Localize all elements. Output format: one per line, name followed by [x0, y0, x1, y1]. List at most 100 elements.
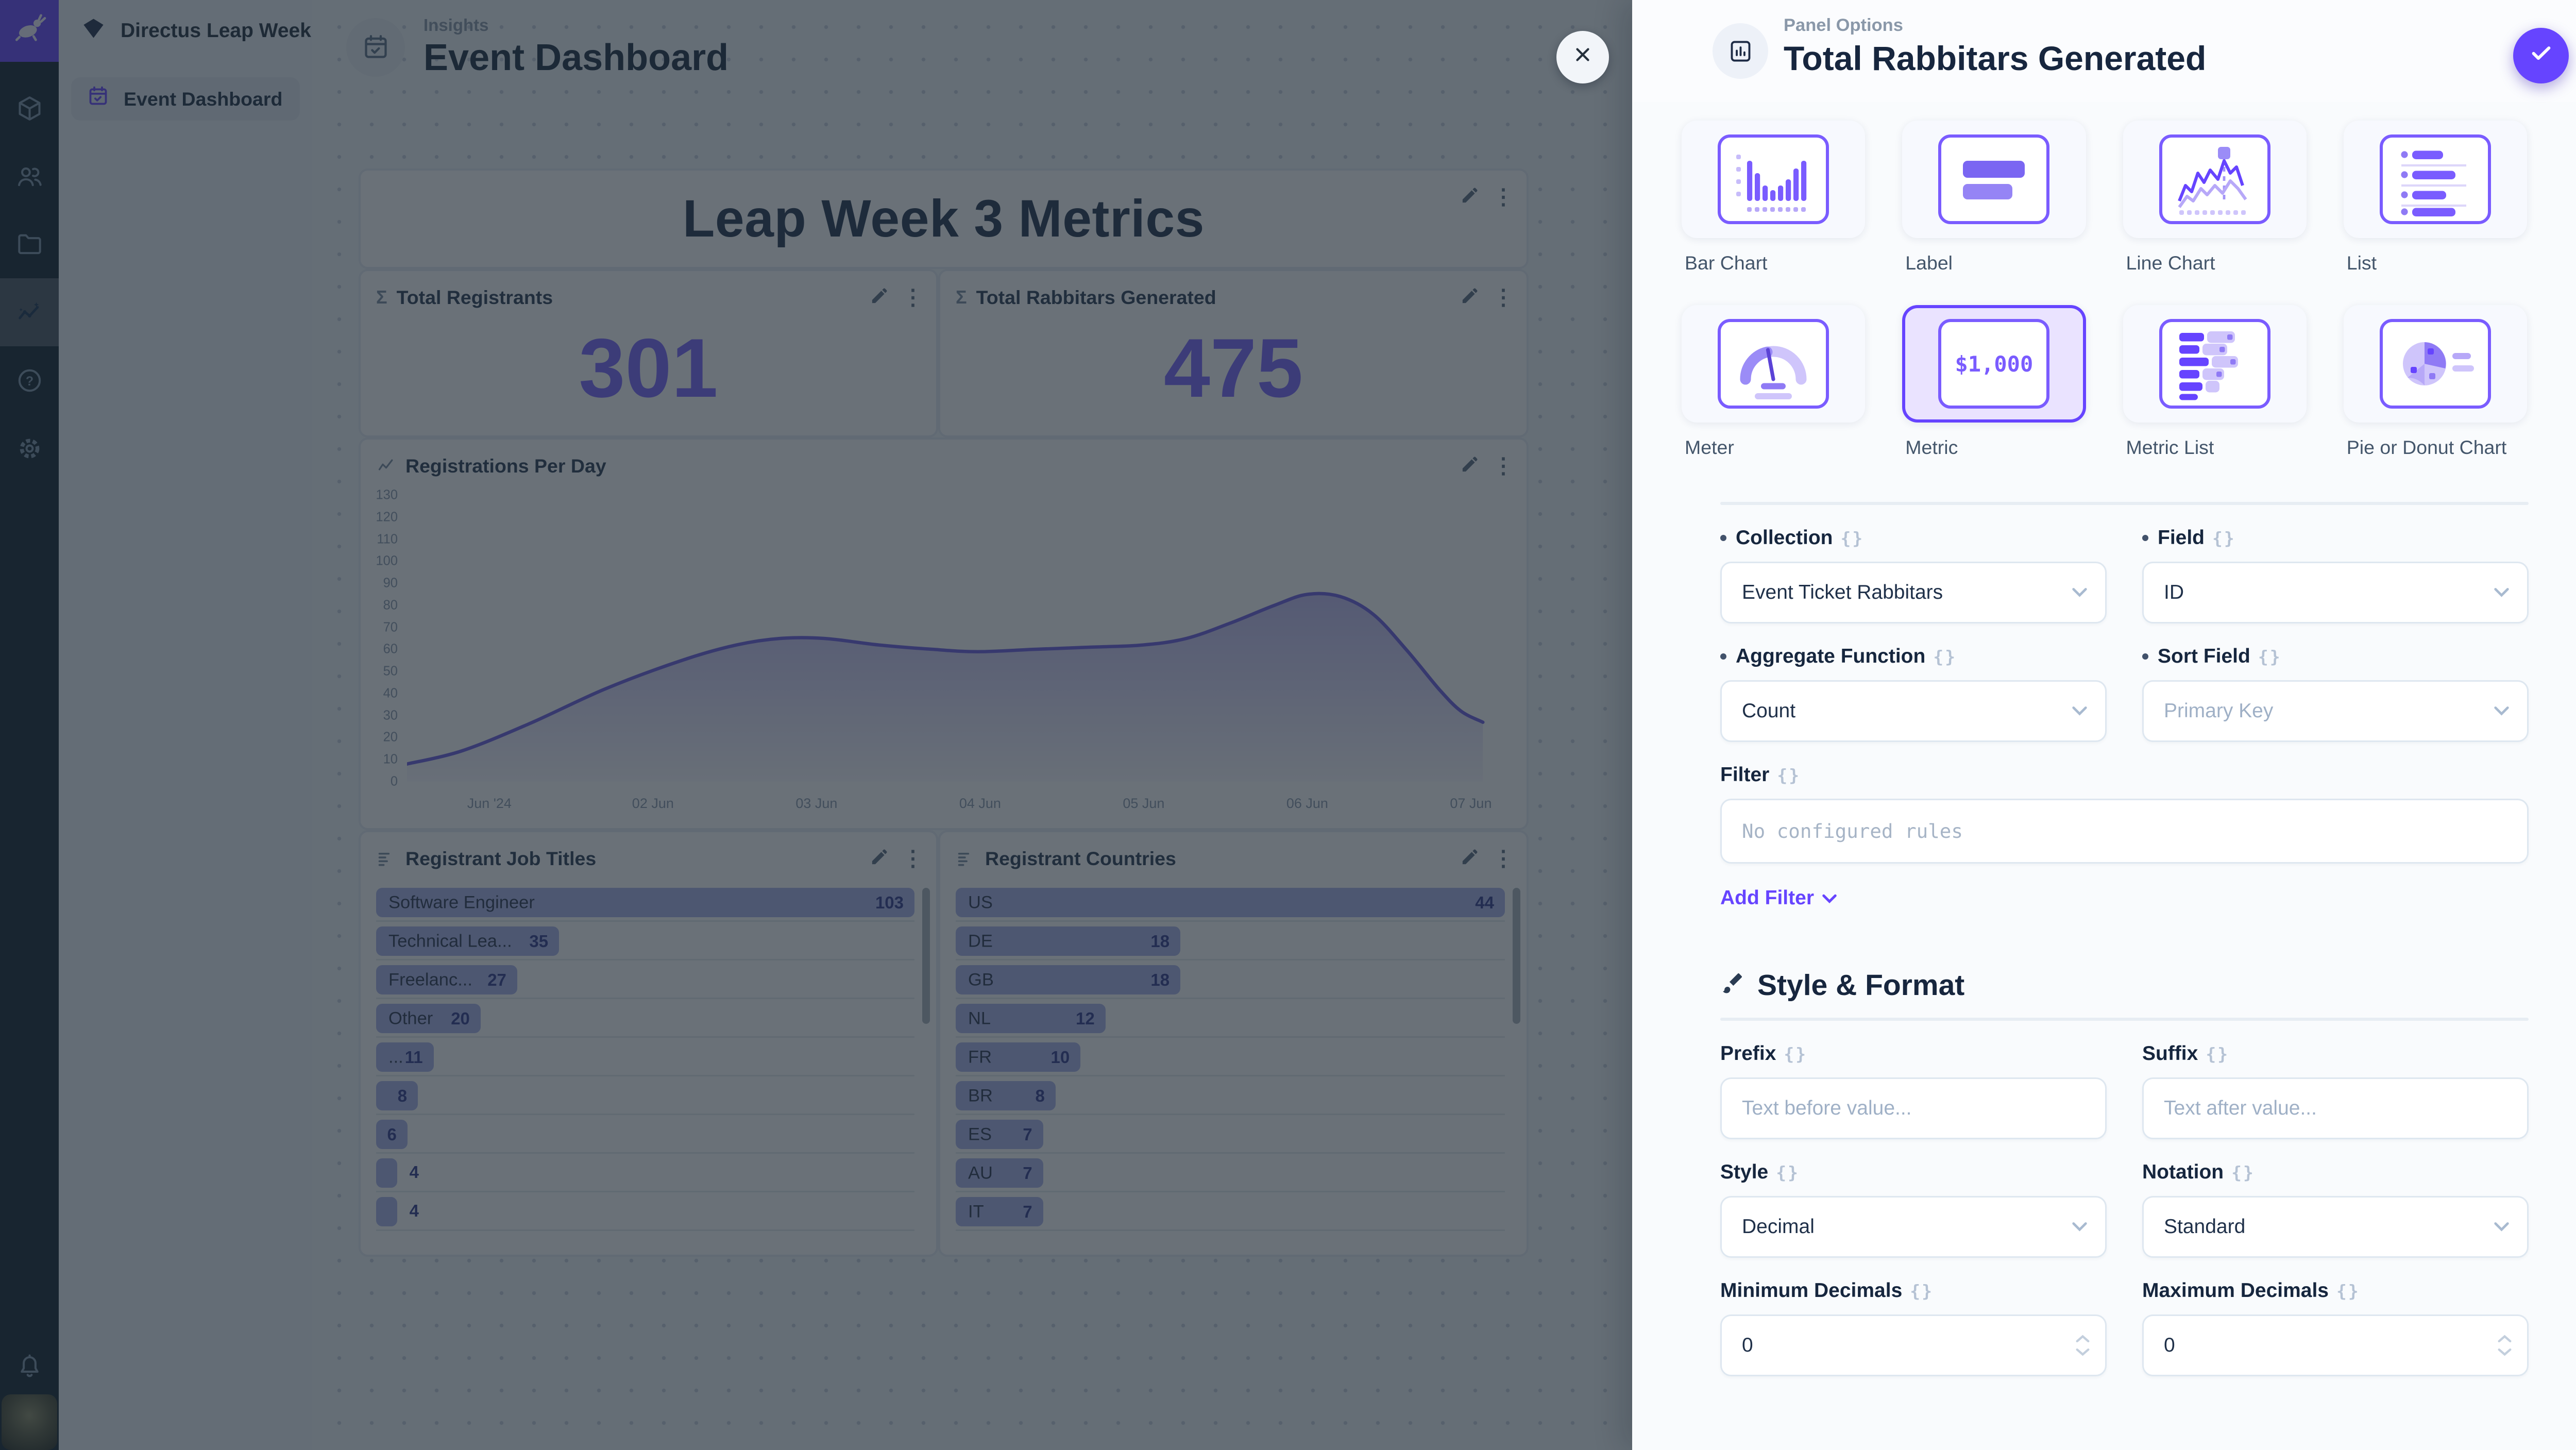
aggregate-function-label: Aggregate Function{} — [1720, 645, 2107, 668]
panel-options-form: Collection{} Event Ticket Rabbitars Fiel… — [1632, 502, 2576, 1376]
check-icon — [2528, 40, 2554, 72]
notation-value: Standard — [2164, 1216, 2246, 1238]
panel-type-metric-selected[interactable]: $1,000 — [1902, 305, 2086, 423]
notation-select[interactable]: Standard — [2142, 1196, 2529, 1258]
style-value: Decimal — [1742, 1216, 1815, 1238]
min-decimals-label: Minimum Decimals{} — [1720, 1279, 1934, 1302]
panel-type-label: Metric List — [2126, 436, 2214, 458]
aggregate-function-select[interactable]: Count — [1720, 680, 2107, 742]
sort-field-label: Sort Field{} — [2142, 645, 2529, 668]
panel-type-label: List — [2346, 252, 2377, 274]
max-decimals-input[interactable] — [2164, 1334, 2481, 1357]
drawer-header: Panel Options Total Rabbitars Generated — [1632, 0, 2576, 102]
style-format-heading: Style & Format — [1720, 968, 2529, 1002]
required-dot — [2142, 653, 2148, 660]
chevron-down-icon — [2071, 706, 2088, 717]
panel-type-label: Metric — [1905, 436, 1958, 458]
panel-type-label: Line Chart — [2126, 252, 2215, 274]
raw-value-icon[interactable]: {} — [2231, 1162, 2255, 1183]
chevron-down-icon — [2493, 1222, 2510, 1233]
panel-type-list[interactable] — [2343, 121, 2527, 238]
max-decimals-label: Maximum Decimals{} — [2142, 1279, 2360, 1302]
metric-list-tile-icon — [2159, 319, 2270, 409]
min-decimals-input[interactable] — [1742, 1334, 2059, 1357]
metric-tile-icon: $1,000 — [1938, 319, 2050, 409]
bar-chart-tile-icon — [1718, 134, 1829, 224]
required-dot — [2142, 535, 2148, 541]
drawer-title: Total Rabbitars Generated — [1784, 39, 2207, 77]
panel-type-meter[interactable] — [1682, 305, 1866, 423]
close-drawer-button[interactable] — [1556, 31, 1609, 83]
raw-value-icon[interactable]: {} — [2336, 1280, 2360, 1301]
panel-options-drawer: Panel Options Total Rabbitars Generated … — [1632, 0, 2576, 1450]
suffix-input-wrap — [2142, 1077, 2529, 1139]
panel-type-grid: Bar Chart Label Line Chart List — [1682, 121, 2527, 490]
raw-value-icon[interactable]: {} — [1776, 1162, 1800, 1183]
drawer-kicker: Panel Options — [1784, 15, 1903, 35]
filter-empty-text: No configured rules — [1742, 820, 1963, 842]
pie-tile-icon — [2379, 319, 2491, 409]
required-dot — [1720, 653, 1726, 660]
notation-label: Notation{} — [2142, 1161, 2255, 1183]
save-button[interactable] — [2513, 28, 2569, 83]
aggregate-value: Count — [1742, 700, 1796, 722]
drawer-backdrop[interactable] — [0, 0, 1632, 1450]
prefix-input[interactable] — [1742, 1097, 2059, 1120]
raw-value-icon[interactable]: {} — [1910, 1280, 1934, 1301]
chevron-down-icon — [2493, 587, 2510, 598]
close-icon — [1572, 43, 1594, 72]
raw-value-icon[interactable]: {} — [1777, 765, 1801, 785]
panel-type-label: Meter — [1685, 436, 1734, 458]
divider — [1720, 1018, 2529, 1021]
raw-value-icon[interactable]: {} — [1933, 646, 1957, 667]
collection-select[interactable]: Event Ticket Rabbitars — [1720, 562, 2107, 623]
label-tile-icon — [1938, 134, 2050, 224]
field-value: ID — [2164, 581, 2184, 603]
style-label: Style{} — [1720, 1161, 1800, 1183]
style-select[interactable]: Decimal — [1720, 1196, 2107, 1258]
panel-type-label: Pie or Donut Chart — [2346, 436, 2507, 458]
panel-type-label: Bar Chart — [1685, 252, 1768, 274]
raw-value-icon[interactable]: {} — [1840, 528, 1865, 548]
sort-field-placeholder: Primary Key — [2164, 700, 2274, 722]
prefix-input-wrap — [1720, 1077, 2107, 1139]
required-dot — [1720, 535, 1726, 541]
divider — [1720, 502, 2529, 505]
min-decimals-input-wrap — [1720, 1314, 2107, 1376]
line-chart-tile-icon — [2159, 134, 2270, 224]
panel-type-icon-chip — [1713, 23, 1768, 79]
paintbrush-icon — [1720, 968, 1745, 1002]
panel-type-line-chart[interactable] — [2123, 121, 2307, 238]
raw-value-icon[interactable]: {} — [2212, 528, 2236, 548]
filter-rules-box[interactable]: No configured rules — [1720, 799, 2529, 864]
number-stepper[interactable] — [2498, 1334, 2512, 1357]
add-filter-button[interactable]: Add Filter — [1720, 887, 1837, 909]
filter-label: Filter{} — [1720, 764, 1801, 786]
suffix-input[interactable] — [2164, 1097, 2481, 1120]
panel-type-metric-list[interactable] — [2123, 305, 2307, 423]
panel-type-label: Label — [1905, 252, 1953, 274]
list-tile-icon — [2379, 134, 2491, 224]
prefix-label: Prefix{} — [1720, 1042, 1808, 1065]
raw-value-icon[interactable]: {} — [2258, 646, 2282, 667]
collection-value: Event Ticket Rabbitars — [1742, 581, 1943, 603]
sort-field-select[interactable]: Primary Key — [2142, 680, 2529, 742]
suffix-label: Suffix{} — [2142, 1042, 2230, 1065]
panel-type-label[interactable] — [1902, 121, 2086, 238]
metric-glyph: $1,000 — [1955, 351, 2033, 377]
field-label: Field{} — [2142, 527, 2529, 549]
meter-tile-icon — [1718, 319, 1829, 409]
panel-type-pie-chart[interactable] — [2343, 305, 2527, 423]
chevron-down-icon — [2493, 706, 2510, 717]
chevron-down-icon — [1822, 887, 1837, 909]
number-stepper[interactable] — [2076, 1334, 2090, 1357]
raw-value-icon[interactable]: {} — [2206, 1043, 2230, 1064]
max-decimals-input-wrap — [2142, 1314, 2529, 1376]
raw-value-icon[interactable]: {} — [1784, 1043, 1808, 1064]
chevron-down-icon — [2071, 1222, 2088, 1233]
panel-type-bar-chart[interactable] — [1682, 121, 1866, 238]
field-select[interactable]: ID — [2142, 562, 2529, 623]
chevron-down-icon — [2071, 587, 2088, 598]
collection-label: Collection{} — [1720, 527, 2107, 549]
